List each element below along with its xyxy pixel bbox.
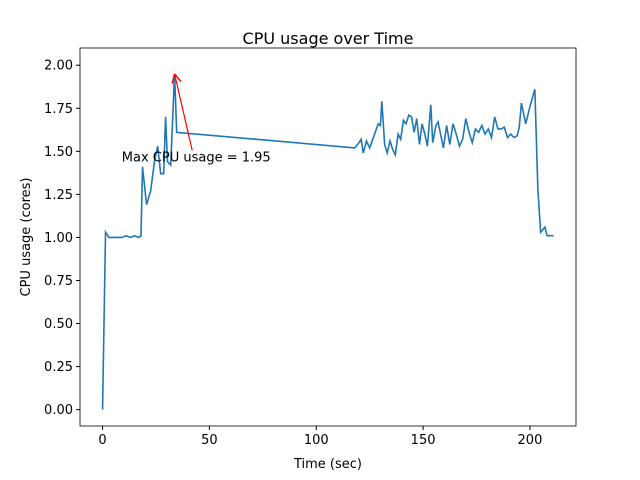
- y-tick-label: 2.00: [44, 59, 73, 74]
- y-tick-label: 1.25: [44, 188, 73, 203]
- x-tick-label: 100: [304, 433, 329, 448]
- annotation-text: Max CPU usage = 1.95: [122, 151, 271, 166]
- annotation-arrow: [175, 74, 193, 151]
- chart-title: CPU usage over Time: [243, 29, 414, 48]
- plot-frame: [79, 47, 577, 427]
- y-tick-label: 1.50: [44, 145, 73, 160]
- y-tick-label: 0.25: [44, 360, 73, 375]
- y-axis-label: CPU usage (cores): [19, 178, 34, 297]
- y-tick-label: 0.00: [44, 403, 73, 418]
- x-tick-label: 150: [411, 433, 436, 448]
- y-tick-label: 0.50: [44, 317, 73, 332]
- y-tick-label: 0.75: [44, 274, 73, 289]
- x-tick-label: 200: [518, 433, 543, 448]
- data-line: [101, 73, 554, 410]
- y-tick-label: 1.75: [44, 102, 73, 117]
- x-axis-label: Time (sec): [293, 457, 362, 472]
- x-tick-label: 0: [98, 433, 106, 448]
- x-tick-label: 50: [201, 433, 218, 448]
- y-tick-label: 1.00: [44, 231, 73, 246]
